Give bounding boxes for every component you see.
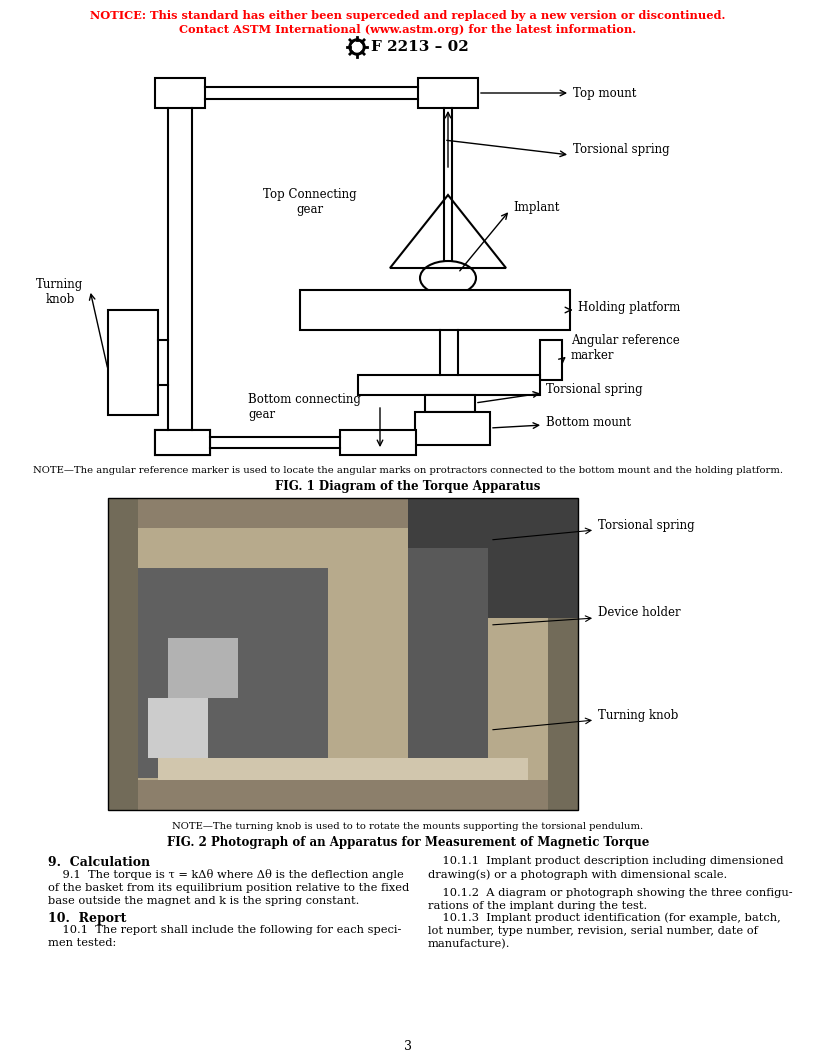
Bar [418, 78, 478, 108]
Text: Top mount: Top mount [573, 87, 636, 99]
Text: Torsional spring: Torsional spring [573, 144, 670, 156]
Text: 10.1.1  Implant product description including dimensioned
drawing(s) or a photog: 10.1.1 Implant product description inclu… [428, 856, 783, 880]
Text: F 2213 – 02: F 2213 – 02 [371, 40, 468, 54]
Text: Contact ASTM International (www.astm.org) for the latest information.: Contact ASTM International (www.astm.org… [180, 24, 636, 35]
Bar [415, 412, 490, 445]
Text: 3: 3 [404, 1040, 412, 1053]
Bar [155, 430, 210, 455]
Bar [340, 430, 416, 455]
Text: FIG. 2 Photograph of an Apparatus for Measurement of Magnetic Torque: FIG. 2 Photograph of an Apparatus for Me… [166, 836, 650, 849]
Bar [300, 290, 570, 329]
Circle shape [349, 39, 365, 55]
Text: 10.1.2  A diagram or photograph showing the three configu-
rations of the implan: 10.1.2 A diagram or photograph showing t… [428, 888, 792, 911]
Text: Torsional spring: Torsional spring [598, 518, 694, 531]
Text: 10.1.3  Implant product identification (for example, batch,
lot number, type num: 10.1.3 Implant product identification (f… [428, 912, 781, 949]
Bar [425, 395, 475, 412]
Text: 9.  Calculation: 9. Calculation [48, 856, 150, 869]
Text: NOTE—The turning knob is used to to rotate the mounts supporting the torsional p: NOTE—The turning knob is used to to rota… [172, 822, 644, 831]
Text: Bottom connecting
gear: Bottom connecting gear [248, 393, 361, 421]
Text: Top Connecting
gear: Top Connecting gear [264, 188, 357, 216]
Bar [540, 340, 562, 380]
Text: Holding platform: Holding platform [578, 301, 681, 314]
Text: Torsional spring: Torsional spring [546, 383, 643, 396]
Text: FIG. 1 Diagram of the Torque Apparatus: FIG. 1 Diagram of the Torque Apparatus [275, 480, 541, 493]
Text: Angular reference
marker: Angular reference marker [571, 334, 680, 362]
Text: NOTE—The angular reference marker is used to locate the angular marks on protrac: NOTE—The angular reference marker is use… [33, 466, 783, 475]
Bar [155, 430, 210, 455]
Circle shape [352, 42, 362, 52]
Text: 10.1  The report shall include the following for each speci-
men tested:: 10.1 The report shall include the follow… [48, 925, 401, 948]
Text: Implant: Implant [513, 201, 560, 213]
Bar [108, 310, 158, 415]
Text: Bottom mount: Bottom mount [546, 416, 631, 430]
Text: Turning
knob: Turning knob [37, 278, 83, 306]
Bar [358, 375, 540, 395]
Bar [108, 498, 578, 810]
Text: 9.1  The torque is τ = kΔθ where Δθ is the deflection angle
of the basket from i: 9.1 The torque is τ = kΔθ where Δθ is th… [48, 869, 410, 906]
Text: Turning knob: Turning knob [598, 709, 678, 721]
Text: NOTICE: This standard has either been superceded and replaced by a new version o: NOTICE: This standard has either been su… [91, 10, 725, 21]
Text: Device holder: Device holder [598, 606, 681, 620]
Bar [155, 78, 205, 108]
Text: 10.  Report: 10. Report [48, 912, 126, 925]
